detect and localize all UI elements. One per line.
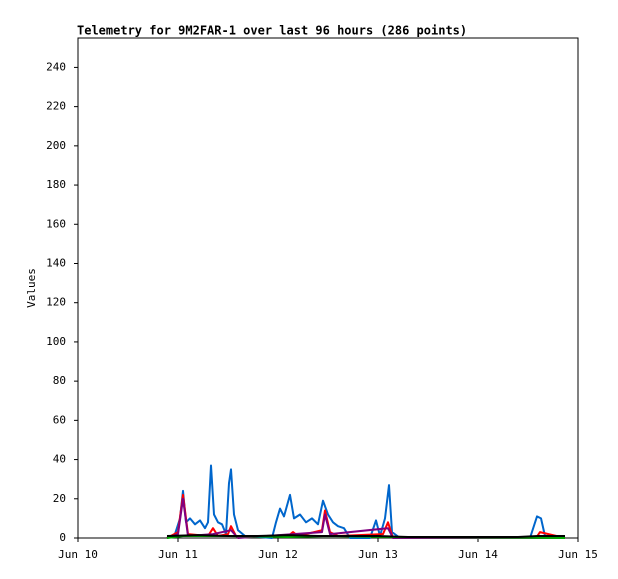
y-tick-label: 20: [53, 492, 66, 505]
x-tick-label: Jun 10: [58, 548, 98, 561]
x-tick-label: Jun 12: [258, 548, 298, 561]
y-tick-label: 220: [46, 100, 66, 113]
series-line: [166, 534, 565, 538]
y-tick-label: 80: [53, 374, 66, 387]
y-tick-label: 40: [53, 453, 66, 466]
y-tick-label: 180: [46, 178, 66, 191]
y-tick-label: 140: [46, 256, 66, 269]
chart-title: Telemetry for 9M2FAR-1 over last 96 hour…: [77, 24, 467, 38]
y-axis-label: Values: [25, 268, 38, 308]
x-tick-label: Jun 13: [358, 548, 398, 561]
x-tick-label: Jun 11: [158, 548, 198, 561]
series-line: [166, 464, 565, 539]
y-tick-label: 160: [46, 217, 66, 230]
x-tick-label: Jun 14: [458, 548, 498, 561]
y-tick-label: 200: [46, 139, 66, 152]
y-tick-label: 60: [53, 413, 66, 426]
y-tick-label: 120: [46, 296, 66, 309]
series-line: [166, 497, 565, 539]
y-tick-label: 100: [46, 335, 66, 348]
plot-frame: [77, 37, 579, 539]
y-tick-label: 240: [46, 60, 66, 73]
x-tick-label: Jun 15: [558, 548, 598, 561]
y-tick-label: 0: [59, 531, 66, 544]
